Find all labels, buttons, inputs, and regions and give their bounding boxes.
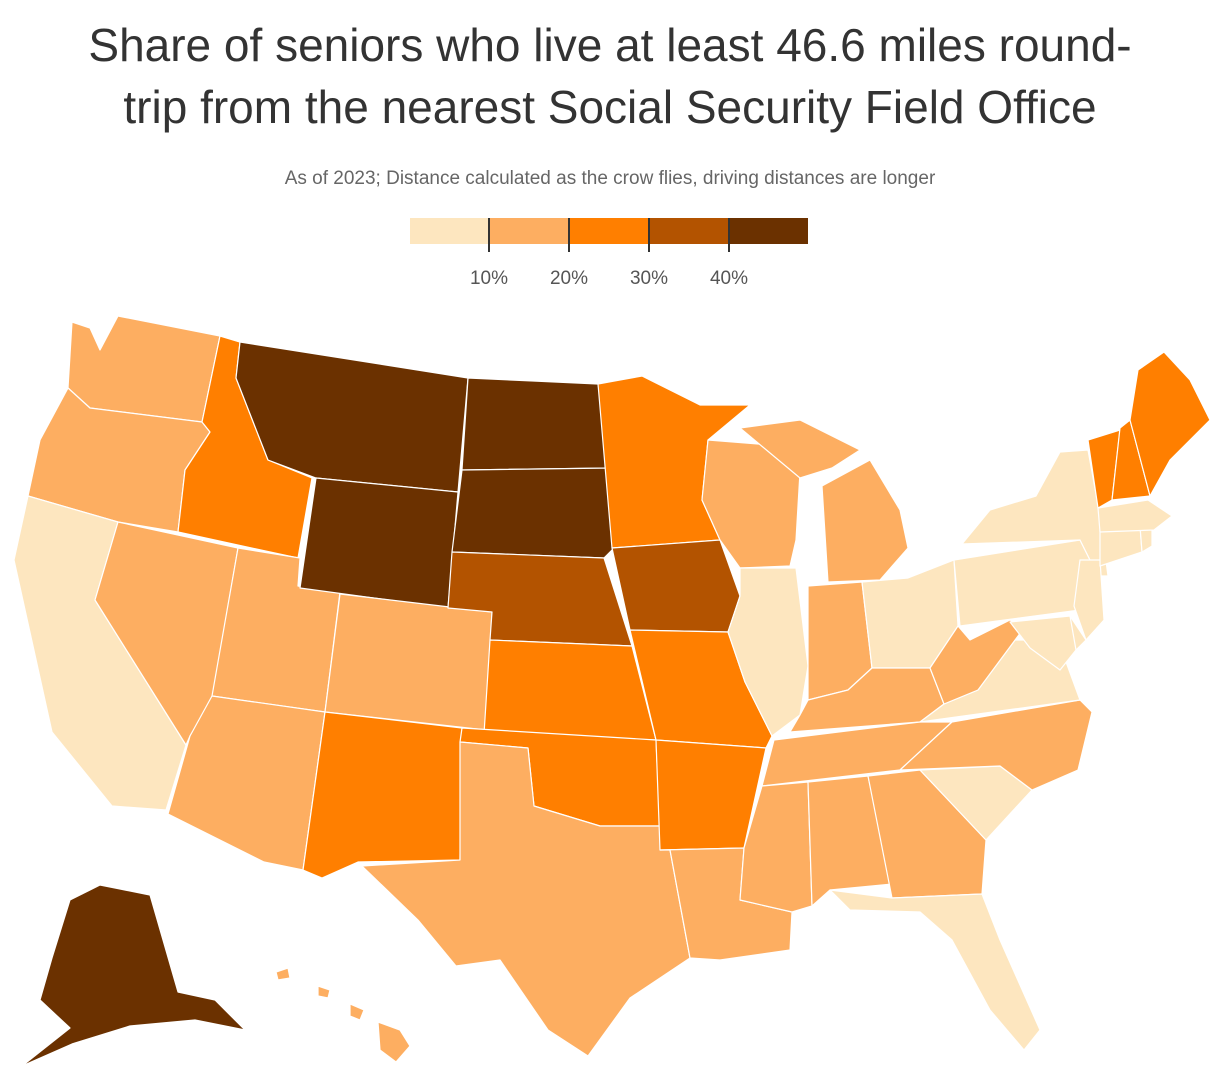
state-NJ[interactable]: [1073, 559, 1105, 641]
state-MA[interactable]: [1097, 499, 1173, 533]
legend-bin-0: [410, 218, 490, 244]
state-AL[interactable]: [807, 775, 893, 907]
state-NM[interactable]: [302, 711, 463, 879]
state-TX[interactable]: [361, 741, 691, 1057]
state-IA[interactable]: [611, 539, 741, 633]
legend-label-20: 20%: [549, 268, 589, 289]
state-MD[interactable]: [1009, 615, 1077, 671]
title-line-2: trip from the nearest Social Security Fi…: [123, 81, 1097, 133]
state-ND[interactable]: [461, 377, 613, 471]
legend-bin-3: [650, 218, 730, 244]
chart-subtitle: As of 2023; Distance calculated as the c…: [284, 168, 936, 189]
legend-bin-4: [730, 218, 808, 244]
title-line-1: Share of seniors who live at least 46.6 …: [88, 19, 1132, 71]
legend-bin-1: [490, 218, 570, 244]
state-GA[interactable]: [867, 769, 987, 899]
state-HI[interactable]: [275, 967, 411, 1063]
state-NC[interactable]: [899, 699, 1093, 791]
legend-bin-2: [570, 218, 650, 244]
state-FL[interactable]: [829, 889, 1041, 1051]
legend-label-40: 40%: [709, 268, 749, 289]
legend-tick-4: [728, 218, 730, 252]
state-WA[interactable]: [67, 315, 221, 423]
state-KS[interactable]: [483, 639, 657, 741]
state-IL[interactable]: [727, 567, 809, 737]
legend-tick-1: [488, 218, 490, 252]
state-SD[interactable]: [451, 467, 615, 559]
color-legend: 10% 20% 30% 40%: [410, 216, 810, 289]
state-ME[interactable]: [1129, 351, 1211, 497]
state-CO[interactable]: [324, 593, 493, 731]
state-WY[interactable]: [299, 477, 459, 609]
legend-tick-3: [648, 218, 650, 252]
legend-tick-2: [568, 218, 570, 252]
state-MI[interactable]: [739, 419, 909, 583]
state-KY[interactable]: [789, 667, 945, 733]
legend-label-30: 30%: [629, 268, 669, 289]
chart-title: Share of seniors who live at least 46.6 …: [0, 14, 1220, 138]
legend-label-10: 10%: [469, 268, 509, 289]
state-AK[interactable]: [21, 884, 246, 1067]
